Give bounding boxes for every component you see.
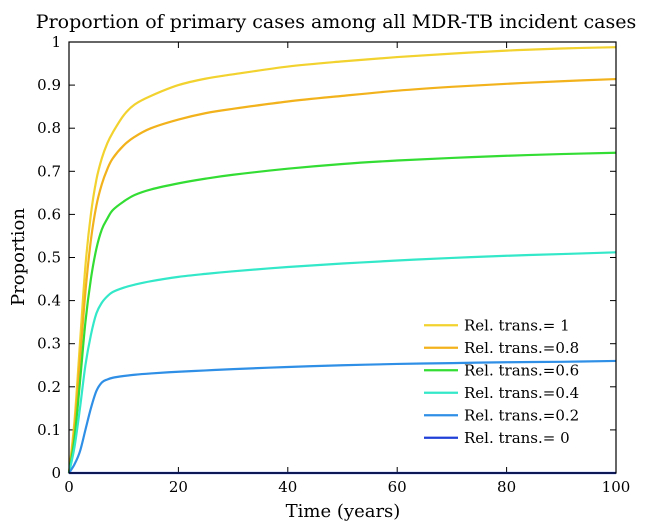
legend: Rel. trans.= 1 Rel. trans.=0.8 Rel. trans.… <box>424 316 579 447</box>
x-axis-label: Time (years) <box>286 501 401 522</box>
x-tick-label: 40 <box>278 478 297 496</box>
y-tick-label: 0.6 <box>37 205 61 223</box>
x-tick-label: 100 <box>602 478 631 496</box>
y-axis-ticks: 0 0.1 0.2 0.3 0.4 0.5 0.6 0.7 0.8 0.9 1 <box>37 33 616 482</box>
series-line-4 <box>68 359 617 474</box>
series-line-3 <box>67 251 617 474</box>
legend-entry-4: Rel. trans.=0.2 <box>464 406 579 424</box>
x-tick-label: 20 <box>169 478 188 496</box>
legend-entry-5: Rel. trans.= 0 <box>464 429 570 447</box>
y-tick-label: 0.1 <box>37 421 61 439</box>
series-line-2 <box>67 151 617 474</box>
y-tick-label: 0.3 <box>37 335 61 353</box>
y-tick-label: 1 <box>51 33 61 51</box>
y-tick-label: 0.7 <box>37 162 61 180</box>
y-tick-label: 0 <box>51 464 61 482</box>
chart-title: Proportion of primary cases among all MD… <box>36 11 636 33</box>
plot-frame <box>68 41 617 474</box>
x-tick-label: 80 <box>497 478 516 496</box>
series-line-1 <box>67 77 617 474</box>
legend-entry-2: Rel. trans.=0.6 <box>464 361 579 379</box>
y-tick-label: 0.2 <box>37 378 61 396</box>
y-axis-label: Proportion <box>8 208 29 306</box>
legend-entry-3: Rel. trans.=0.4 <box>464 384 579 402</box>
legend-entry-0: Rel. trans.= 1 <box>464 316 570 334</box>
series-line-0 <box>67 46 617 474</box>
x-tick-label: 0 <box>64 478 74 496</box>
x-tick-label: 60 <box>388 478 407 496</box>
x-axis-ticks: 0 20 40 60 80 100 <box>64 42 630 496</box>
y-tick-label: 0.4 <box>37 292 61 310</box>
y-tick-label: 0.8 <box>37 119 61 137</box>
legend-entry-1: Rel. trans.=0.8 <box>464 339 579 357</box>
y-tick-label: 0.5 <box>37 249 61 267</box>
y-tick-label: 0.9 <box>37 76 61 94</box>
